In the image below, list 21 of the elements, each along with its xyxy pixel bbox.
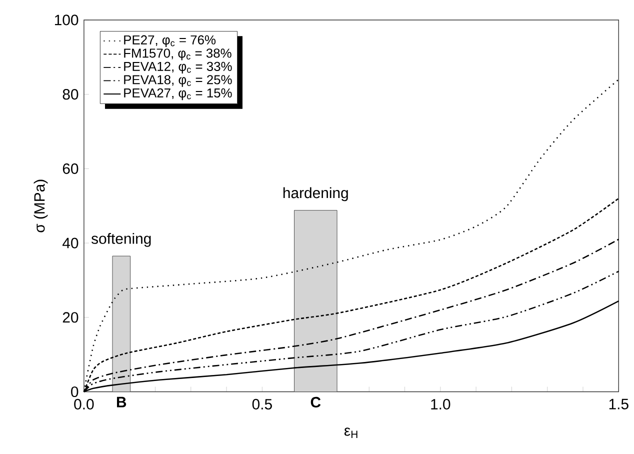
y-tick-label: 80: [62, 89, 78, 100]
legend-label: PEVA12, φ$_{c}$ = 33%: [124, 62, 232, 74]
band-label: C: [310, 397, 321, 408]
annotation: softening: [91, 233, 151, 248]
y-tick-label: 60: [62, 164, 78, 174]
x-tick-label: 1.0: [431, 399, 450, 410]
y-tick-label: 0: [71, 386, 78, 398]
legend-label: PEVA18, φ$_{c}$ = 25%: [124, 75, 232, 87]
y-axis-title: σ (MPa): [34, 180, 48, 232]
band-label: B: [116, 397, 126, 408]
x-tick-label: 1.5: [609, 399, 628, 410]
legend-label: PEVA27, φ$_{c}$ = 15%: [124, 88, 232, 100]
y-tick-label: 20: [62, 312, 78, 323]
x-tick-label: 0.0: [74, 399, 94, 410]
y-tick-label: 40: [62, 238, 78, 248]
x-tick-label: 0.5: [252, 399, 272, 410]
annotation: hardening: [283, 187, 348, 202]
legend-label: PE27, φ$_{c}$ = 76%: [124, 35, 216, 48]
x-axis-title: ε$_{H}$: [344, 428, 358, 438]
y-tick-label: 100: [55, 14, 78, 26]
legend-label: FM1570, φ$_{c}$ = 38%: [124, 48, 232, 60]
